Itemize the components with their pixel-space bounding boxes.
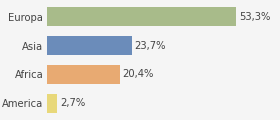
Text: 53,3%: 53,3%: [239, 12, 271, 22]
Bar: [48, 36, 132, 55]
Text: 2,7%: 2,7%: [60, 98, 85, 108]
Text: 20,4%: 20,4%: [123, 69, 154, 79]
Bar: [48, 94, 57, 113]
Bar: [48, 7, 236, 26]
Bar: [48, 65, 120, 84]
Text: 23,7%: 23,7%: [134, 41, 166, 51]
